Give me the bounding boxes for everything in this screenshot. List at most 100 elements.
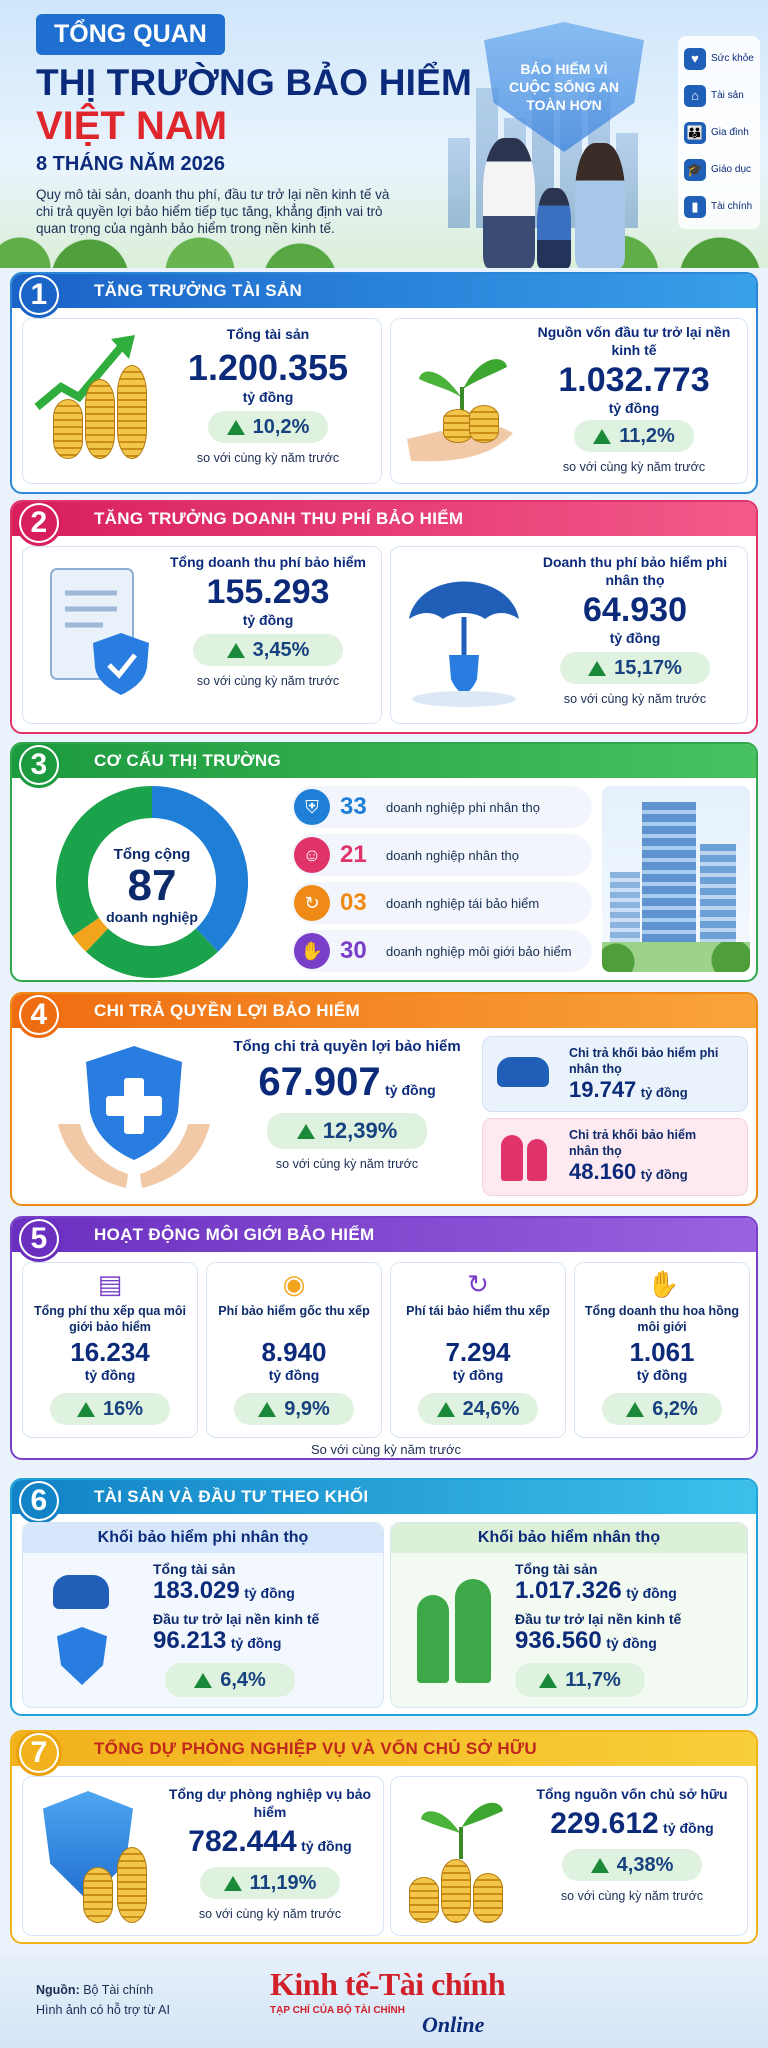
structure-count: 03 (340, 889, 367, 916)
card-owner-equity: Tổng nguồn vốn chủ sở hữu 229.612 tỷ đồn… (390, 1776, 748, 1936)
card-nonlife-premium: Doanh thu phí bảo hiểm phi nhân thọ 64.9… (390, 546, 748, 724)
trees-decoration (0, 208, 768, 268)
metric-value: 229.612 (550, 1807, 659, 1840)
metric-unit: tỷ đồng (301, 1838, 352, 1854)
broker-card: ✋ Tổng doanh thu hoa hồng môi giới 1.061 tỷ… (574, 1262, 750, 1438)
donut-total-label: Tổng cộng (113, 846, 191, 863)
invest-value: 936.560 (515, 1627, 602, 1654)
section-title: TĂNG TRƯỞNG DOANH THU PHÍ BẢO HIỂM (94, 509, 464, 528)
menu-item-education[interactable]: 🎓 Giáo dục (678, 151, 760, 188)
metric-value: 1.200.355 (187, 347, 349, 388)
section-brokerage: 5 HOẠT ĐỘNG MÔI GIỚI BẢO HIỂM So với cùn… (10, 1216, 758, 1460)
broker-unit: tỷ đồng (268, 1367, 320, 1383)
coin-stack-icon (409, 1877, 439, 1923)
section-header: 7 TỔNG DỰ PHÒNG NGHIỆP VỤ VÀ VỐN CHỦ SỞ … (12, 1732, 756, 1776)
structure-donut (56, 786, 248, 978)
metric-label: Tổng dự phòng nghiệp vụ bảo hiểm (168, 1786, 372, 1820)
payment-unit: tỷ đồng (640, 1167, 688, 1182)
coin-stack-icon (117, 1847, 147, 1923)
metric-unit: tỷ đồng (242, 612, 294, 628)
card-total-premium: Tổng doanh thu phí bảo hiểm 155.293 tỷ đ… (22, 546, 382, 724)
metric-value: 64.930 (583, 591, 687, 629)
refresh-icon: ↻ (467, 1269, 489, 1299)
structure-label: doanh nghiệp nhân thọ (386, 847, 520, 863)
growth-badge: 11,19% (200, 1867, 340, 1899)
growth-badge: 6,4% (165, 1663, 295, 1697)
up-arrow-icon (588, 660, 607, 676)
card-life-payment: Chi trả khối bảo hiểm nhân thọ 48.160 tỷ… (482, 1118, 748, 1196)
broker-label: Phí bảo hiểm gốc thu xếp (218, 1304, 370, 1318)
metric-unit: tỷ đồng (663, 1820, 714, 1836)
broker-card: ↻ Phí tái bảo hiểm thu xếp 7.294 tỷ đồng 24,… (390, 1262, 566, 1438)
menu-item-family[interactable]: 👪 Gia đình (678, 114, 760, 151)
broker-label: Tổng phí thu xếp qua môi giới bảo hiểm (33, 1304, 187, 1334)
asset-unit: tỷ đồng (626, 1585, 677, 1601)
page-period: 8 THÁNG NĂM 2026 (36, 153, 225, 175)
compare-note: so với cùng kỳ năm trước (563, 692, 707, 706)
heart-hand-icon: ♥ (684, 47, 706, 70)
page-title: THỊ TRƯỜNG BẢO HIỂM (36, 62, 473, 103)
shield-icon: ⛨ (294, 789, 330, 825)
brand-logo[interactable]: Kinh tế-Tài chính TẠP CHÍ CỦA BỘ TÀI CHÍ… (270, 1966, 510, 2040)
coins-icon: ◉ (282, 1269, 306, 1299)
section-header: 3 CƠ CẤU THỊ TRƯỜNG (12, 744, 756, 788)
growth-badge: 24,6% (418, 1393, 538, 1425)
hero-banner: TỔNG QUAN THỊ TRƯỜNG BẢO HIỂM VIỆT NAM 8… (0, 0, 768, 268)
medical-shield-hands-icon (58, 1046, 210, 1188)
block-title: Khối bảo hiểm nhân thọ (391, 1523, 747, 1553)
compare-note: so với cùng kỳ năm trước (562, 460, 706, 474)
page-title-country: VIỆT NAM (36, 104, 228, 148)
section-assets-by-block: 6 TÀI SẢN VÀ ĐẦU TƯ THEO KHỐI Khối bảo h… (10, 1478, 758, 1716)
growth-badge: 3,45% (193, 634, 343, 666)
menu-item-health[interactable]: ♥ Sức khỏe (678, 40, 760, 77)
section-header: 6 TÀI SẢN VÀ ĐẦU TƯ THEO KHỐI (12, 1480, 756, 1524)
up-arrow-icon (593, 428, 612, 444)
metric-label: Tổng tài sản (226, 326, 310, 342)
section-title: CHI TRẢ QUYỀN LỢI BẢO HIỂM (94, 1001, 360, 1020)
growth-badge: 16% (50, 1393, 170, 1425)
brand-name-part2: Tài chính (378, 1966, 506, 2002)
broker-unit: tỷ đồng (84, 1367, 136, 1383)
broker-value: 16.234 (70, 1337, 150, 1367)
structure-count: 21 (340, 841, 367, 868)
payment-value: 19.747 (569, 1077, 637, 1102)
donut-segment (151, 786, 248, 952)
metric-label: Tổng nguồn vốn chủ sở hữu (536, 1786, 728, 1802)
growth-arrow-icon (34, 335, 135, 411)
growth-badge: 12,39% (267, 1113, 427, 1149)
section-title: TĂNG TRƯỞNG TÀI SẢN (94, 281, 303, 300)
intro-text: Quy mô tài sản, doanh thu phí, đầu tư tr… (36, 187, 390, 236)
menu-item-assets[interactable]: ⌂ Tài sản (678, 77, 760, 114)
payment-label: Chi trả khối bảo hiểm phi nhân thọ (569, 1046, 719, 1076)
invest-label: Đầu tư trở lại nền kinh tế (153, 1611, 320, 1627)
donut-total-unit: doanh nghiệp (106, 909, 198, 925)
growth-badge: 9,9% (234, 1393, 354, 1425)
card-reinvested-capital: Nguồn vốn đầu tư trở lại nền kinh tế 1.0… (390, 318, 748, 484)
card-technical-reserves: Tổng dự phòng nghiệp vụ bảo hiểm 782.444… (22, 1776, 384, 1936)
asset-label: Tổng tài sản (515, 1561, 598, 1577)
structure-item: ✋ 30 doanh nghiệp môi giới bảo hiểm (292, 930, 592, 972)
umbrella-shield-icon (409, 581, 519, 707)
growth-badge: 15,17% (560, 652, 710, 684)
section-title: HOẠT ĐỘNG MÔI GIỚI BẢO HIỂM (94, 1225, 375, 1244)
donut-segment (56, 786, 153, 936)
brand-subtitle: TẠP CHÍ CỦA BỘ TÀI CHÍNH (270, 2005, 405, 2016)
card-total-assets: Tổng tài sản 1.200.355 tỷ đồng 10,2% so … (22, 318, 382, 484)
asset-value: 183.029 (153, 1577, 240, 1604)
up-arrow-icon (226, 642, 245, 658)
source-label: Nguồn: (36, 1983, 80, 1997)
metric-label: Tổng doanh thu phí bảo hiểm (170, 554, 366, 570)
asset-label: Tổng tài sản (153, 1561, 236, 1577)
handshake-icon: ✋ (647, 1269, 680, 1299)
up-arrow-icon (436, 1401, 455, 1417)
structure-item: ↻ 03 doanh nghiệp tái bảo hiểm (292, 882, 592, 924)
shield-slogan: BẢO HIỂM VÌ CUỘC SỐNG AN TOÀN HƠN (509, 61, 619, 113)
menu-item-finance[interactable]: ▮ Tài chính (678, 188, 760, 225)
metric-unit: tỷ đồng (608, 400, 660, 416)
section-reserves-equity: 7 TỔNG DỰ PHÒNG NGHIỆP VỤ VÀ VỐN CHỦ SỞ … (10, 1730, 758, 1944)
section-number: 6 (21, 1483, 57, 1519)
growth-badge: 6,2% (602, 1393, 722, 1425)
brand-online: Online (422, 2012, 485, 2037)
side-menu: ♥ Sức khỏe ⌂ Tài sản 👪 Gia đình 🎓 Giáo dục ▮… (678, 36, 760, 229)
coin-stack-icon (83, 1867, 113, 1923)
